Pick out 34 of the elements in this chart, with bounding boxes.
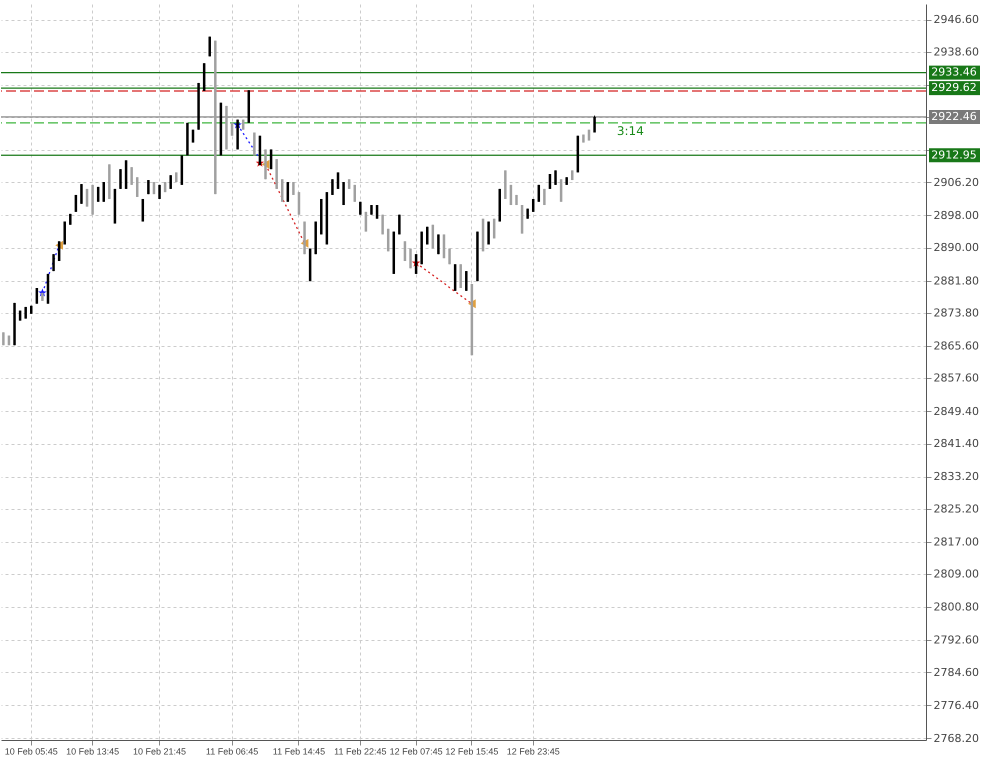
y-tick-label: 2768.20 (934, 732, 979, 745)
annotation: 3:14 (616, 124, 644, 138)
y-tick-label: 2881.80 (934, 274, 979, 288)
x-tick-label: 10 Feb 05:45 (4, 746, 58, 756)
y-tick-label: 2784.60 (934, 666, 979, 679)
y-tick-label: 2841.40 (934, 437, 979, 450)
x-tick-label: 10 Feb 13:45 (66, 746, 120, 756)
y-tick-label: 2817.00 (934, 535, 979, 548)
x-tick-label: 10 Feb 21:45 (133, 746, 186, 756)
y-tick-label: 2809.00 (934, 568, 979, 581)
ref-line-label: 2929.62 (931, 81, 977, 94)
y-tick-label: 2776.40 (934, 698, 979, 712)
ref-line-label: 2922.46 (931, 110, 977, 123)
y-tick-label: 2938.60 (934, 45, 979, 58)
y-tick-label: 2833.20 (934, 470, 979, 484)
y-tick-label: 2946.60 (934, 13, 979, 26)
y-tick-label: 2873.80 (934, 306, 979, 320)
x-tick-label: 12 Feb 23:45 (506, 746, 560, 756)
y-tick-label: 2792.60 (934, 634, 979, 647)
y-tick-label: 2865.60 (934, 340, 979, 353)
y-tick-label: 2890.00 (934, 241, 979, 254)
y-tick-label: 2849.40 (934, 404, 979, 418)
y-tick-label: 2898.00 (934, 208, 979, 222)
x-tick-label: 11 Feb 14:45 (272, 746, 326, 756)
y-tick-label: 2857.60 (934, 372, 979, 385)
x-tick-label: 11 Feb 22:45 (334, 746, 387, 756)
ref-line-label: 2912.95 (931, 148, 977, 162)
y-tick-label: 2825.20 (934, 502, 979, 516)
x-tick-label: 12 Feb 07:45 (390, 746, 443, 756)
y-tick-label: 2906.20 (934, 176, 979, 189)
x-tick-label: 12 Feb 15:45 (445, 746, 498, 756)
ref-line-label: 2933.46 (931, 66, 977, 79)
x-tick-label: 11 Feb 06:45 (206, 746, 258, 756)
y-tick-label: 2800.80 (934, 600, 979, 614)
